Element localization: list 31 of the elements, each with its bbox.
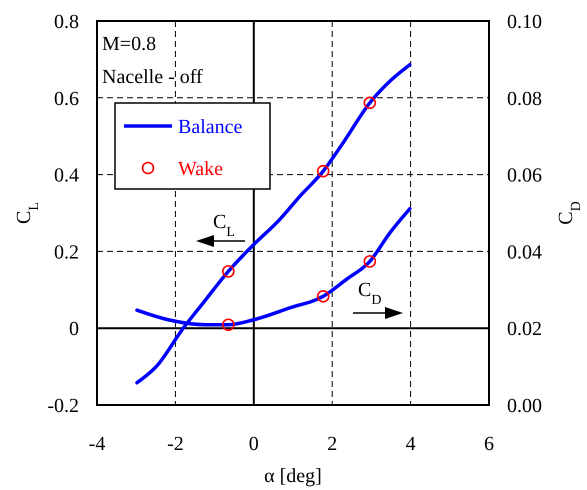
y-tick-label: 0.4 <box>54 164 79 187</box>
x-tick-label: 0 <box>248 433 259 455</box>
y2-tick-label: 0.04 <box>507 241 542 264</box>
point <box>364 96 376 110</box>
y-tick-label: 0.8 <box>54 11 79 33</box>
x-tick-label: 6 <box>484 433 494 455</box>
point <box>316 164 330 178</box>
y-tick-label: -0.2 <box>47 395 79 417</box>
x-tick-label: 4 <box>406 433 416 455</box>
point <box>364 255 376 268</box>
y2-tick-label: 0.00 <box>507 395 542 417</box>
x-tick-label: -2 <box>167 433 184 455</box>
point <box>222 318 235 332</box>
x-tick-label: 2 <box>327 433 338 455</box>
y2-tick-label: 0.02 <box>507 318 542 340</box>
y-tick-label: 0.6 <box>54 88 79 110</box>
annotation: M=0.8 <box>102 33 156 55</box>
legend-label: Wake <box>178 158 224 180</box>
y2-tick-label: 0.06 <box>507 164 542 187</box>
annotation: C$_{L}$ <box>213 211 235 240</box>
annotation: Nacelle - off <box>102 66 204 88</box>
point <box>316 290 330 303</box>
y2-tick-label: 0.08 <box>507 88 542 110</box>
y-tick-label: 0 <box>69 318 79 340</box>
legend-label: Balance <box>178 116 243 138</box>
x-axis-title: α [deg] <box>264 465 322 487</box>
y-tick-label: 0.2 <box>54 241 79 264</box>
x-tick-label: -4 <box>88 433 106 455</box>
annotation: C$_{D}$ <box>358 279 382 308</box>
y2-tick-label: 0.10 <box>507 11 542 33</box>
point <box>222 265 235 278</box>
